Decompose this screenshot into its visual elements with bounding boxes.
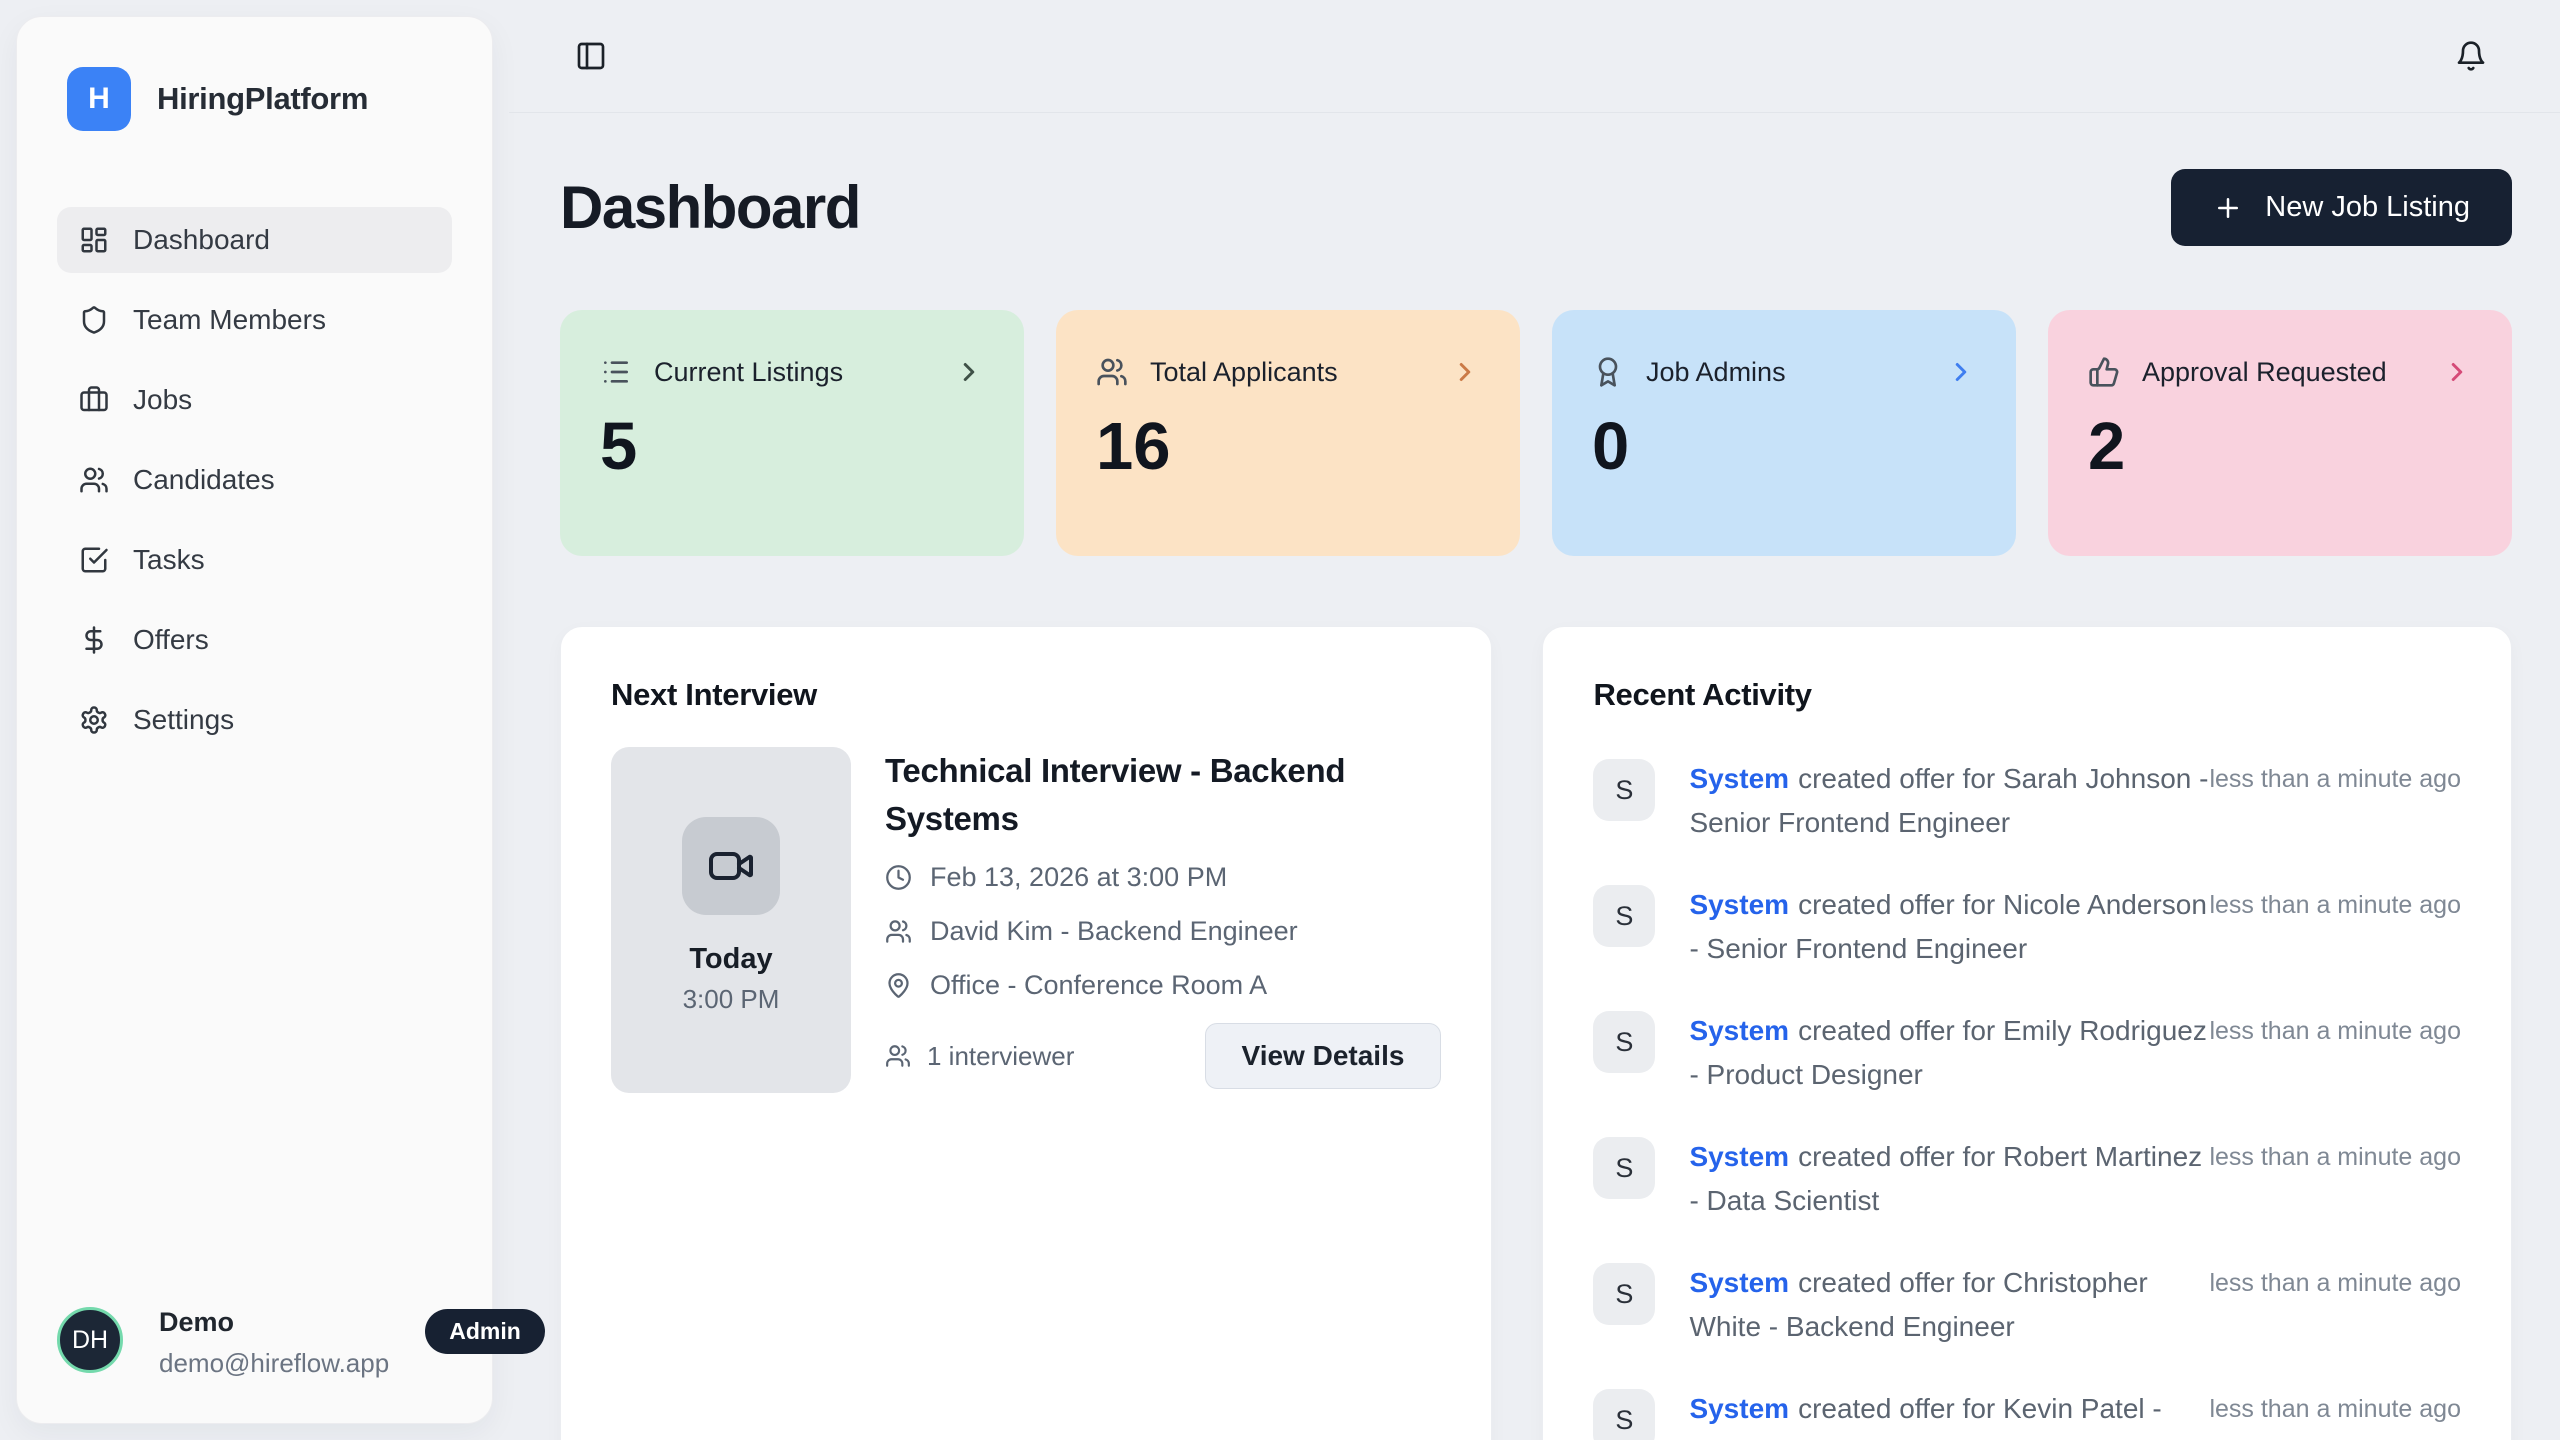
sidebar-item-candidates[interactable]: Candidates: [57, 447, 452, 513]
activity-item: S System created offer for Nicole Anderso…: [1593, 883, 2461, 971]
activity-timestamp: less than a minute ago: [2209, 1395, 2461, 1423]
users-icon: [886, 1045, 910, 1067]
role-badge: Admin: [425, 1309, 545, 1354]
interview-item: Today 3:00 PM Technical Interview - Back…: [611, 747, 1442, 1093]
dollar-icon: [79, 625, 109, 655]
users-icon: [79, 465, 109, 495]
sidebar-item-jobs[interactable]: Jobs: [57, 367, 452, 433]
sidebar-item-settings[interactable]: Settings: [57, 687, 452, 753]
stat-card-approval-requested[interactable]: Approval Requested 2: [2048, 310, 2512, 556]
app-logo: H HiringPlatform: [67, 67, 452, 131]
recent-activity-card: Recent Activity S System created offer fo…: [1542, 626, 2512, 1440]
activity-timestamp: less than a minute ago: [2209, 1017, 2461, 1045]
interview-time: 3:00 PM: [682, 984, 780, 1014]
check-square-icon: [79, 545, 109, 575]
clock-icon: [886, 864, 911, 890]
app-name: HiringPlatform: [157, 81, 369, 116]
activity-timestamp: less than a minute ago: [2209, 1143, 2461, 1171]
chevron-right-icon: [2442, 357, 2472, 387]
chevron-right-icon: [1946, 357, 1976, 387]
stats-row: Current Listings 5 Total Applicants 16 J…: [560, 310, 2512, 556]
activity-actor-link[interactable]: System: [1689, 1267, 1790, 1298]
stat-card-total-applicants[interactable]: Total Applicants 16: [1056, 310, 1520, 556]
activity-actor-link[interactable]: System: [1689, 889, 1790, 920]
thumbs-up-icon: [2088, 356, 2120, 388]
briefcase-icon: [79, 385, 109, 415]
activity-description: created offer for Christopher White - Ba…: [1689, 1267, 2148, 1342]
stat-card-current-listings[interactable]: Current Listings 5: [560, 310, 1024, 556]
sidebar-item-tasks[interactable]: Tasks: [57, 527, 452, 593]
shield-icon: [79, 305, 109, 335]
chevron-right-icon: [954, 357, 984, 387]
interview-thumbnail: Today 3:00 PM: [611, 747, 851, 1093]
notifications-bell-icon[interactable]: [2455, 40, 2487, 72]
user-menu[interactable]: DH Demo demo@hireflow.app Admin: [57, 1303, 545, 1379]
page-header: Dashboard New Job Listing: [560, 169, 2512, 246]
interview-day: Today: [689, 943, 773, 975]
avatar: S: [1593, 1389, 1656, 1440]
activity-item: S System created offer for Christopher Wh…: [1593, 1261, 2461, 1349]
activity-item: S System created offer for Emily Rodrigue…: [1593, 1009, 2461, 1097]
sidebar-item-offers[interactable]: Offers: [57, 607, 452, 673]
stat-value: 2: [2088, 409, 2126, 484]
user-name: Demo: [159, 1307, 235, 1337]
activity-item: S System created offer for Robert Martine…: [1593, 1135, 2461, 1223]
interview-title: Technical Interview - Backend Systems: [885, 752, 1346, 837]
interview-datetime: Feb 13, 2026 at 3:00 PM: [885, 857, 1441, 897]
next-interview-title: Next Interview: [611, 677, 817, 712]
activity-description: created offer for Kevin Patel - Data Sci…: [1689, 1393, 2162, 1440]
activity-description: created offer for Robert Martinez - Data…: [1689, 1141, 2203, 1216]
view-details-button[interactable]: View Details: [1204, 1023, 1442, 1089]
app-logo-icon: H: [67, 67, 131, 131]
activity-item: S System created offer for Sarah Johnson …: [1593, 757, 2461, 845]
sidebar-toggle-icon[interactable]: [575, 40, 607, 72]
video-camera-icon: [682, 817, 780, 915]
stat-value: 0: [1592, 409, 1630, 484]
gear-icon: [79, 705, 109, 735]
stat-card-job-admins[interactable]: Job Admins 0: [1552, 310, 2016, 556]
activity-timestamp: less than a minute ago: [2209, 891, 2461, 919]
avatar: S: [1593, 759, 1656, 821]
activity-description: created offer for Emily Rodriguez - Prod…: [1689, 1015, 2207, 1090]
sidebar-nav: Dashboard Team Members Jobs Candidates T…: [57, 207, 452, 753]
activity-description: created offer for Sarah Johnson - Senior…: [1689, 763, 2209, 838]
sidebar-item-team-members[interactable]: Team Members: [57, 287, 452, 353]
activity-actor-link[interactable]: System: [1689, 763, 1790, 794]
chevron-right-icon: [1450, 357, 1480, 387]
next-interview-card: Next Interview Today 3:00 PM Technical I…: [560, 626, 1493, 1440]
avatar: S: [1593, 885, 1656, 947]
activity-actor-link[interactable]: System: [1689, 1141, 1790, 1172]
dashboard-grid-icon: [79, 225, 109, 255]
stat-value: 5: [600, 409, 638, 484]
avatar: S: [1593, 1263, 1656, 1325]
sidebar: H HiringPlatform Dashboard Team Members …: [16, 16, 545, 1424]
recent-activity-title: Recent Activity: [1593, 677, 1812, 712]
activity-timestamp: less than a minute ago: [2209, 1269, 2461, 1297]
activity-actor-link[interactable]: System: [1689, 1015, 1790, 1046]
stat-value: 16: [1096, 409, 1171, 484]
sidebar-item-dashboard[interactable]: Dashboard: [57, 207, 452, 273]
avatar: S: [1593, 1011, 1656, 1073]
interviewer-count: 1 interviewer: [885, 1041, 1074, 1072]
main-content: Dashboard New Job Listing Current Listin…: [509, 113, 2560, 1440]
interview-candidate: David Kim - Backend Engineer: [885, 911, 1441, 951]
activity-item: S System created offer for Kevin Patel - …: [1593, 1387, 2461, 1440]
activity-timestamp: less than a minute ago: [2209, 765, 2461, 793]
users-icon: [1096, 356, 1128, 388]
topbar: [509, 0, 2560, 113]
award-icon: [1592, 356, 1624, 388]
activity-list: S System created offer for Sarah Johnson …: [1593, 757, 2461, 1440]
avatar: S: [1593, 1137, 1656, 1199]
plus-icon: [2218, 197, 2239, 218]
list-icon: [600, 356, 632, 388]
activity-description: created offer for Nicole Anderson - Seni…: [1689, 889, 2207, 964]
user-email: demo@hireflow.app: [159, 1348, 390, 1378]
new-job-listing-button[interactable]: New Job Listing: [2171, 169, 2512, 246]
users-icon: [886, 919, 911, 943]
page-title: Dashboard: [560, 174, 861, 241]
avatar: DH: [57, 1307, 123, 1373]
activity-actor-link[interactable]: System: [1689, 1393, 1790, 1424]
interview-location: Office - Conference Room A: [885, 965, 1441, 1005]
map-pin-icon: [888, 972, 909, 998]
